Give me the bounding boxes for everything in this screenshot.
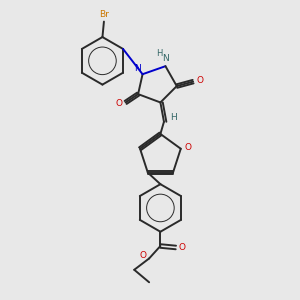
- Text: Br: Br: [99, 10, 109, 19]
- Text: O: O: [185, 143, 192, 152]
- Text: O: O: [140, 251, 147, 260]
- Text: H: H: [170, 113, 177, 122]
- Text: O: O: [179, 243, 186, 252]
- Text: O: O: [116, 99, 123, 108]
- Text: O: O: [196, 76, 203, 85]
- Text: H: H: [156, 49, 162, 58]
- Text: N: N: [134, 64, 141, 73]
- Text: N: N: [162, 54, 169, 63]
